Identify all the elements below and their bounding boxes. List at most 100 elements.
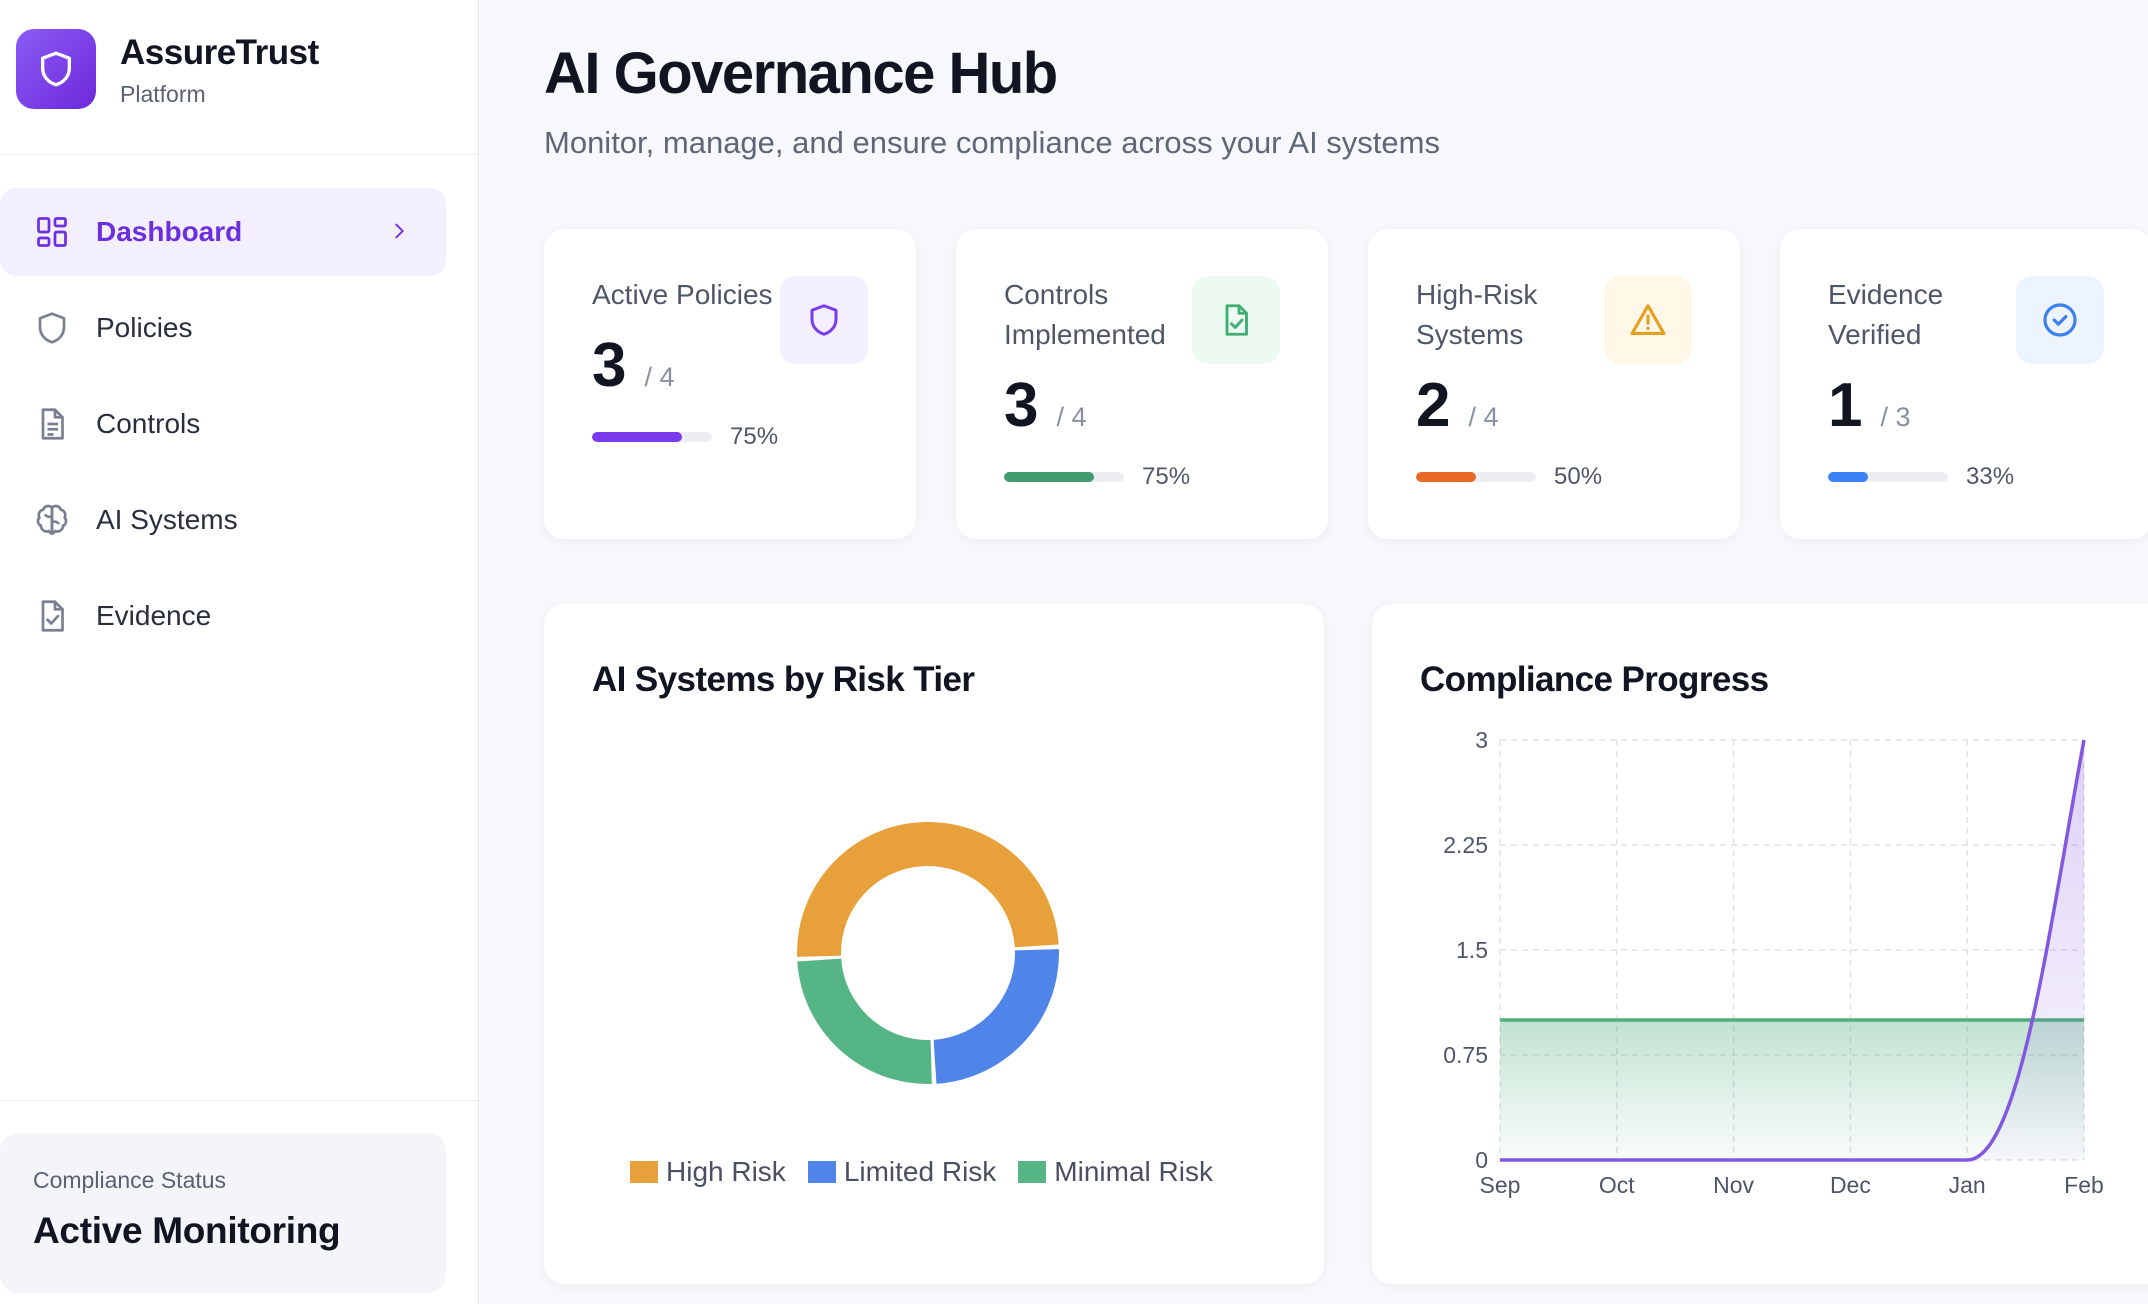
status-value: Active Monitoring	[33, 1210, 341, 1251]
legend-swatch	[630, 1161, 658, 1183]
sidebar-item-evidence[interactable]: Evidence	[0, 572, 446, 660]
brand-name: AssureTrust	[120, 32, 319, 72]
compliance-progress-chart-card: Compliance Progress 0 0.75 1.5 2.25 3 Sep Oct N…	[1372, 604, 2148, 1284]
y-tick-label: 2.25	[1443, 832, 1488, 858]
stat-value: 2	[1416, 371, 1451, 440]
status-label: Compliance Status	[33, 1167, 227, 1193]
progress-bar	[1004, 472, 1124, 482]
stat-total: / 4	[644, 362, 675, 392]
stat-label: Controls Implemented	[1004, 279, 1166, 350]
sidebar-item-label: Policies	[96, 312, 193, 343]
progress-percent: 33%	[1966, 463, 2015, 490]
x-tick-label: Feb	[2064, 1172, 2104, 1198]
legend-item-minimal-risk[interactable]: Minimal Risk	[1018, 1156, 1213, 1188]
chevron-right-icon	[388, 218, 410, 249]
progress-fill	[1828, 472, 1868, 482]
shield-icon	[41, 51, 72, 87]
stat-label: Evidence Verified	[1828, 279, 1944, 350]
progress-fill	[1004, 472, 1094, 482]
sidebar-item-controls[interactable]: Controls	[0, 380, 446, 468]
stat-icon-box	[1192, 276, 1280, 364]
main-content: AI Governance Hub Monitor, manage, and e…	[479, 0, 2148, 1304]
donut-slice-high-risk[interactable]	[797, 821, 1059, 957]
sidebar-item-label: Controls	[96, 408, 201, 439]
sidebar-item-label: AI Systems	[96, 504, 238, 535]
stat-icon-box	[2016, 276, 2104, 364]
x-tick-label: Jan	[1949, 1172, 1986, 1198]
stat-label: Active Policies	[592, 279, 773, 310]
y-tick-label: 0.75	[1443, 1042, 1488, 1068]
compliance-status-card: Compliance Status Active Monitoring	[0, 1133, 446, 1293]
progress-bar	[592, 432, 712, 442]
sidebar-footer: Compliance Status Active Monitoring	[0, 1100, 478, 1304]
stat-total: / 4	[1468, 402, 1499, 432]
legend-label: Limited Risk	[843, 1156, 997, 1187]
legend-item-limited-risk[interactable]: Limited Risk	[807, 1156, 997, 1188]
dashboard-grid-icon	[32, 212, 72, 252]
brain-icon	[32, 500, 72, 540]
legend-label: Minimal Risk	[1054, 1156, 1213, 1187]
donut-slice-minimal-risk[interactable]	[797, 958, 932, 1084]
stat-value: 1	[1828, 371, 1863, 440]
sidebar: AssureTrust Platform Dashboard	[0, 0, 479, 1304]
brand-subtitle: Platform	[120, 80, 206, 107]
stat-card-evidence-verified[interactable]: Evidence Verified 1 / 3 33%	[1780, 229, 2148, 539]
sidebar-nav: Dashboard Policies	[0, 155, 478, 660]
file-check-icon	[32, 596, 72, 636]
legend-swatch	[1018, 1161, 1047, 1183]
progress-bar	[1828, 472, 1948, 482]
stat-icon-box	[780, 276, 868, 364]
x-tick-label: Sep	[1480, 1172, 1521, 1198]
brand: AssureTrust Platform	[0, 0, 478, 155]
progress-percent: 50%	[1554, 463, 1603, 490]
legend-label: High Risk	[666, 1156, 786, 1187]
progress-percent: 75%	[1142, 463, 1191, 490]
series-area	[1500, 1020, 2084, 1160]
sidebar-item-label: Dashboard	[96, 216, 243, 247]
series-line[interactable]	[1500, 739, 2086, 1162]
sidebar-item-label: Evidence	[96, 600, 212, 631]
shield-icon	[810, 304, 838, 336]
stat-total: / 4	[1056, 402, 1087, 432]
y-tick-label: 0	[1475, 1147, 1488, 1173]
compliance-progress-line-chart: 0 0.75 1.5 2.25 3 Sep Oct Nov Dec Jan Feb	[1443, 727, 2104, 1198]
stat-value: 3	[1004, 371, 1039, 440]
shield-icon	[32, 308, 72, 348]
warning-icon	[1630, 304, 1666, 336]
legend-swatch	[807, 1161, 836, 1183]
progress-fill	[1416, 472, 1476, 482]
sidebar-item-policies[interactable]: Policies	[0, 284, 446, 372]
document-icon	[32, 404, 72, 444]
legend-item-high-risk[interactable]: High Risk	[630, 1156, 786, 1188]
x-tick-label: Dec	[1830, 1172, 1871, 1198]
progress-fill	[592, 432, 682, 442]
x-tick-label: Oct	[1599, 1172, 1635, 1198]
series-area	[1500, 740, 2084, 1160]
charts-row: AI Systems by Risk Tier High Risk Limite…	[544, 604, 2148, 1284]
x-tick-label: Nov	[1713, 1172, 1754, 1198]
risk-tier-chart-card: AI Systems by Risk Tier High Risk Limite…	[544, 604, 1324, 1284]
donut-slice-limited-risk[interactable]	[933, 949, 1059, 1084]
stat-card-active-policies[interactable]: Active Policies 3 / 4 75%	[544, 229, 916, 539]
stat-total: / 3	[1880, 402, 1911, 432]
sidebar-item-ai-systems[interactable]: AI Systems	[0, 476, 446, 564]
stat-label: High-Risk Systems	[1416, 279, 1538, 350]
stat-icon-box	[1604, 276, 1692, 364]
y-tick-label: 3	[1475, 727, 1488, 753]
chart-title: Compliance Progress	[1420, 660, 1769, 699]
sidebar-item-dashboard[interactable]: Dashboard	[0, 188, 446, 276]
chart-title: AI Systems by Risk Tier	[592, 660, 975, 699]
stats-row: Active Policies 3 / 4 75% Controls Imple…	[544, 229, 2148, 539]
stat-card-controls-implemented[interactable]: Controls Implemented 3 / 4 75%	[956, 229, 1328, 539]
stat-card-high-risk-systems[interactable]: High-Risk Systems 2 / 4 50%	[1368, 229, 1740, 539]
file-check-icon	[1225, 304, 1248, 336]
risk-tier-donut-chart	[797, 821, 1059, 1084]
brand-logo	[16, 29, 96, 109]
page-title: AI Governance Hub	[544, 41, 1058, 106]
y-tick-label: 1.5	[1456, 937, 1488, 963]
page-subtitle: Monitor, manage, and ensure compliance a…	[544, 125, 1440, 160]
check-circle-icon	[2043, 303, 2077, 337]
chart-legend: High Risk Limited Risk Minimal Risk	[630, 1156, 1235, 1188]
progress-percent: 75%	[730, 423, 779, 450]
progress-bar	[1416, 472, 1536, 482]
